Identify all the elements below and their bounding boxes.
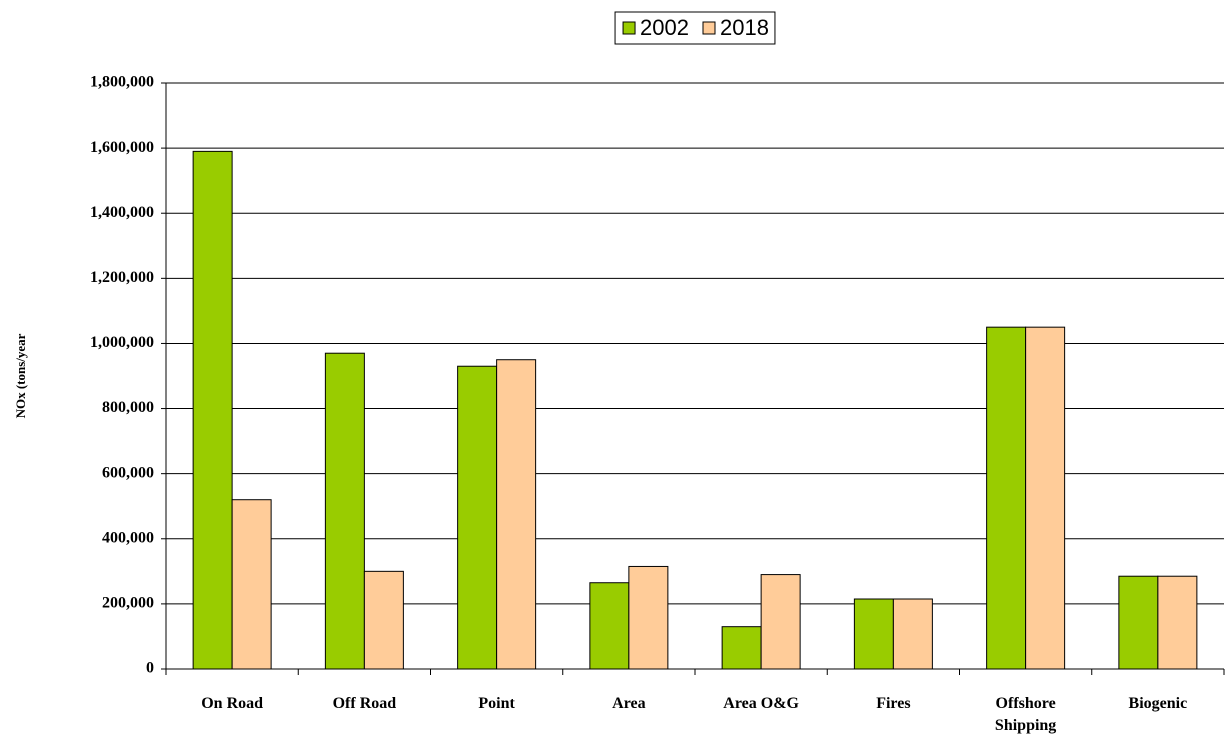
y-tick-label: 1,400,000 xyxy=(90,204,154,221)
y-tick-label: 400,000 xyxy=(102,529,154,546)
bar xyxy=(892,598,933,670)
y-axis-label: NOx (tons/year xyxy=(13,333,28,418)
x-tick-label: Area xyxy=(612,695,646,712)
bar xyxy=(589,582,630,670)
bar xyxy=(192,150,233,670)
bar xyxy=(457,365,498,670)
x-tick-label: Point xyxy=(478,695,515,712)
legend-box xyxy=(614,11,776,45)
legend: 2002 2018 xyxy=(614,11,776,45)
y-tick-label: 1,800,000 xyxy=(90,74,154,91)
y-tick-label: 1,000,000 xyxy=(90,334,154,351)
x-tick-label: Fires xyxy=(876,695,911,712)
legend-swatch xyxy=(622,21,636,35)
bar xyxy=(231,499,272,670)
bar xyxy=(853,598,894,670)
x-tick-label: Area O&G xyxy=(723,695,799,712)
bar xyxy=(760,574,801,670)
y-tick-label: 800,000 xyxy=(102,399,154,416)
bar xyxy=(721,626,762,670)
bar xyxy=(363,570,404,670)
bar xyxy=(324,352,365,670)
y-tick-label: 1,200,000 xyxy=(90,269,154,286)
x-tick-label: On Road xyxy=(201,695,264,712)
x-tick-label: Biogenic xyxy=(1128,695,1188,712)
bar xyxy=(1157,575,1198,670)
bar xyxy=(986,326,1027,670)
y-tick-label: 200,000 xyxy=(102,595,154,612)
legend-label: 2018 xyxy=(720,15,769,40)
x-tick-label: Off Road xyxy=(332,695,397,712)
bar xyxy=(1118,575,1159,670)
x-tick-label: Offshore Shipping xyxy=(994,695,1057,734)
bar xyxy=(628,565,669,670)
bar xyxy=(1025,326,1066,670)
legend-label: 2002 xyxy=(640,15,689,40)
y-tick-label: 600,000 xyxy=(102,464,154,481)
y-tick-label: 1,600,000 xyxy=(90,139,154,156)
legend-swatch xyxy=(702,21,716,35)
bar xyxy=(496,359,537,670)
y-tick-label: 0 xyxy=(146,660,154,677)
